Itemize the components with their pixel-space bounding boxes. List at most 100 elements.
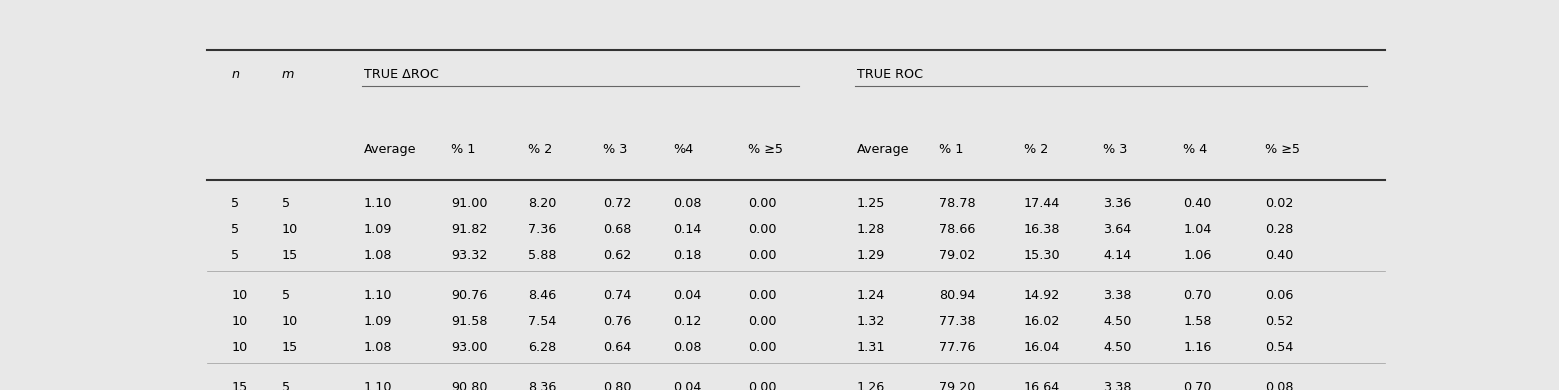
Text: 5: 5 bbox=[282, 381, 290, 390]
Text: % 3: % 3 bbox=[1104, 143, 1127, 156]
Text: 1.29: 1.29 bbox=[857, 249, 886, 262]
Text: m: m bbox=[282, 68, 295, 81]
Text: 0.00: 0.00 bbox=[748, 315, 776, 328]
Text: % 2: % 2 bbox=[529, 143, 552, 156]
Text: 79.02: 79.02 bbox=[939, 249, 976, 262]
Text: 7.54: 7.54 bbox=[529, 315, 557, 328]
Text: 3.64: 3.64 bbox=[1104, 223, 1132, 236]
Text: 5: 5 bbox=[282, 289, 290, 302]
Text: 0.40: 0.40 bbox=[1266, 249, 1294, 262]
Text: 1.31: 1.31 bbox=[857, 341, 886, 354]
Text: % 1: % 1 bbox=[451, 143, 475, 156]
Text: 10: 10 bbox=[231, 341, 248, 354]
Text: 1.08: 1.08 bbox=[365, 341, 393, 354]
Text: Average: Average bbox=[857, 143, 909, 156]
Text: 4.14: 4.14 bbox=[1104, 249, 1132, 262]
Text: 0.12: 0.12 bbox=[673, 315, 702, 328]
Text: 0.70: 0.70 bbox=[1183, 381, 1211, 390]
Text: 0.00: 0.00 bbox=[748, 289, 776, 302]
Text: % ≥5: % ≥5 bbox=[748, 143, 783, 156]
Text: % 1: % 1 bbox=[939, 143, 963, 156]
Text: 8.36: 8.36 bbox=[529, 381, 557, 390]
Text: 0.08: 0.08 bbox=[1266, 381, 1294, 390]
Text: 16.38: 16.38 bbox=[1024, 223, 1060, 236]
Text: 14.92: 14.92 bbox=[1024, 289, 1060, 302]
Text: 15: 15 bbox=[231, 381, 248, 390]
Text: 0.00: 0.00 bbox=[748, 381, 776, 390]
Text: % 4: % 4 bbox=[1183, 143, 1208, 156]
Text: 1.09: 1.09 bbox=[365, 223, 393, 236]
Text: 8.20: 8.20 bbox=[529, 197, 557, 210]
Text: 91.00: 91.00 bbox=[451, 197, 488, 210]
Text: 0.70: 0.70 bbox=[1183, 289, 1211, 302]
Text: 1.26: 1.26 bbox=[857, 381, 886, 390]
Text: 0.00: 0.00 bbox=[748, 341, 776, 354]
Text: Average: Average bbox=[365, 143, 416, 156]
Text: 1.08: 1.08 bbox=[365, 249, 393, 262]
Text: 0.04: 0.04 bbox=[673, 289, 702, 302]
Text: 0.08: 0.08 bbox=[673, 341, 702, 354]
Text: 0.40: 0.40 bbox=[1183, 197, 1211, 210]
Text: 0.00: 0.00 bbox=[748, 223, 776, 236]
Text: 1.10: 1.10 bbox=[365, 381, 393, 390]
Text: 16.64: 16.64 bbox=[1024, 381, 1060, 390]
Text: 10: 10 bbox=[231, 315, 248, 328]
Text: 5: 5 bbox=[231, 223, 239, 236]
Text: 0.80: 0.80 bbox=[603, 381, 631, 390]
Text: 15: 15 bbox=[282, 341, 298, 354]
Text: 0.62: 0.62 bbox=[603, 249, 631, 262]
Text: 1.32: 1.32 bbox=[857, 315, 886, 328]
Text: 91.82: 91.82 bbox=[451, 223, 488, 236]
Text: % 2: % 2 bbox=[1024, 143, 1048, 156]
Text: 80.94: 80.94 bbox=[939, 289, 976, 302]
Text: 79.20: 79.20 bbox=[939, 381, 976, 390]
Text: 1.16: 1.16 bbox=[1183, 341, 1211, 354]
Text: 0.76: 0.76 bbox=[603, 315, 631, 328]
Text: 15.30: 15.30 bbox=[1024, 249, 1060, 262]
Text: 1.28: 1.28 bbox=[857, 223, 886, 236]
Text: 17.44: 17.44 bbox=[1024, 197, 1060, 210]
Text: 0.00: 0.00 bbox=[748, 249, 776, 262]
Text: 5: 5 bbox=[282, 197, 290, 210]
Text: 8.46: 8.46 bbox=[529, 289, 557, 302]
Text: 90.76: 90.76 bbox=[451, 289, 488, 302]
Text: 0.06: 0.06 bbox=[1266, 289, 1294, 302]
Text: 1.09: 1.09 bbox=[365, 315, 393, 328]
Text: 1.25: 1.25 bbox=[857, 197, 886, 210]
Text: TRUE ROC: TRUE ROC bbox=[857, 68, 923, 81]
Text: n: n bbox=[231, 68, 239, 81]
Text: 5: 5 bbox=[231, 249, 239, 262]
Text: 0.14: 0.14 bbox=[673, 223, 702, 236]
Text: 5: 5 bbox=[231, 197, 239, 210]
Text: 1.06: 1.06 bbox=[1183, 249, 1211, 262]
Text: 4.50: 4.50 bbox=[1104, 341, 1132, 354]
Text: 16.02: 16.02 bbox=[1024, 315, 1060, 328]
Text: 0.52: 0.52 bbox=[1266, 315, 1294, 328]
Text: 91.58: 91.58 bbox=[451, 315, 488, 328]
Text: 0.04: 0.04 bbox=[673, 381, 702, 390]
Text: 6.28: 6.28 bbox=[529, 341, 557, 354]
Text: TRUE ΔROC: TRUE ΔROC bbox=[365, 68, 440, 81]
Text: 7.36: 7.36 bbox=[529, 223, 557, 236]
Text: 4.50: 4.50 bbox=[1104, 315, 1132, 328]
Text: 3.38: 3.38 bbox=[1104, 381, 1132, 390]
Text: 0.72: 0.72 bbox=[603, 197, 631, 210]
Text: 93.00: 93.00 bbox=[451, 341, 488, 354]
Text: 0.08: 0.08 bbox=[673, 197, 702, 210]
Text: 0.00: 0.00 bbox=[748, 197, 776, 210]
Text: 5.88: 5.88 bbox=[529, 249, 557, 262]
Text: 0.54: 0.54 bbox=[1266, 341, 1294, 354]
Text: 3.36: 3.36 bbox=[1104, 197, 1132, 210]
Text: 16.04: 16.04 bbox=[1024, 341, 1060, 354]
Text: 1.04: 1.04 bbox=[1183, 223, 1211, 236]
Text: 10: 10 bbox=[282, 223, 298, 236]
Text: 0.74: 0.74 bbox=[603, 289, 631, 302]
Text: 93.32: 93.32 bbox=[451, 249, 488, 262]
Text: 78.66: 78.66 bbox=[939, 223, 976, 236]
Text: 1.58: 1.58 bbox=[1183, 315, 1211, 328]
Text: % ≥5: % ≥5 bbox=[1266, 143, 1300, 156]
Text: 15: 15 bbox=[282, 249, 298, 262]
Text: 0.68: 0.68 bbox=[603, 223, 631, 236]
Text: 77.38: 77.38 bbox=[939, 315, 976, 328]
Text: 10: 10 bbox=[282, 315, 298, 328]
